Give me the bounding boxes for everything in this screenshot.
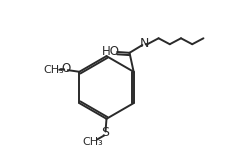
Text: S: S: [101, 126, 109, 139]
Text: CH₃: CH₃: [43, 65, 64, 75]
Text: HO: HO: [102, 45, 120, 58]
Text: N: N: [140, 37, 149, 50]
Text: CH₃: CH₃: [82, 137, 103, 147]
Text: O: O: [62, 62, 71, 75]
